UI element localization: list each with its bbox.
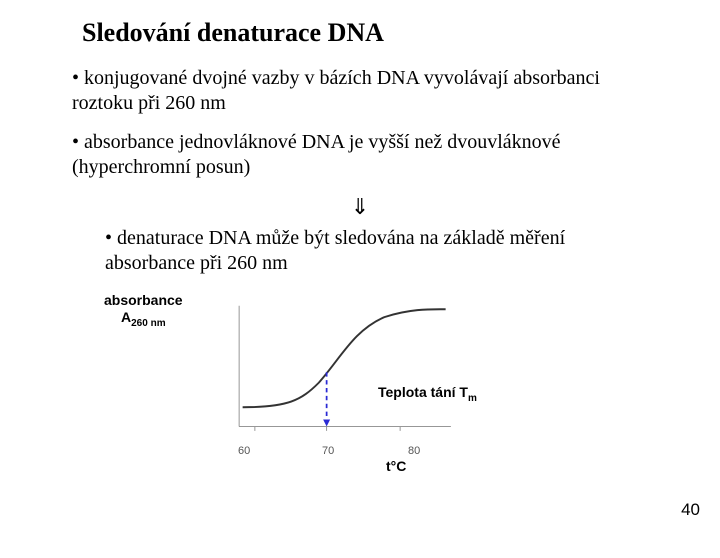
chart-svg	[220, 304, 470, 444]
bullet-1: • konjugované dvojné vazby v bázích DNA …	[72, 66, 662, 116]
x-tick-label: 80	[408, 445, 420, 457]
page-title: Sledování denaturace DNA	[82, 18, 720, 48]
x-tick-label: 60	[238, 445, 250, 457]
tm-marker-arrowhead-icon	[323, 420, 330, 427]
melting-curve-chart: absorbance A260 nm Teplota tání Tm 60 70…	[110, 288, 570, 478]
bullet-2: • absorbance jednovláknové DNA je vyšší …	[72, 130, 662, 180]
x-axis-label: t°C	[386, 458, 406, 474]
page-number: 40	[681, 500, 700, 520]
y-axis-label: absorbance A260 nm	[104, 292, 183, 330]
tm-label: Teplota tání Tm	[378, 384, 477, 404]
down-arrow-icon: ⇓	[0, 194, 720, 220]
x-tick-label: 70	[322, 445, 334, 457]
bullet-3: • denaturace DNA může být sledována na z…	[105, 226, 645, 276]
